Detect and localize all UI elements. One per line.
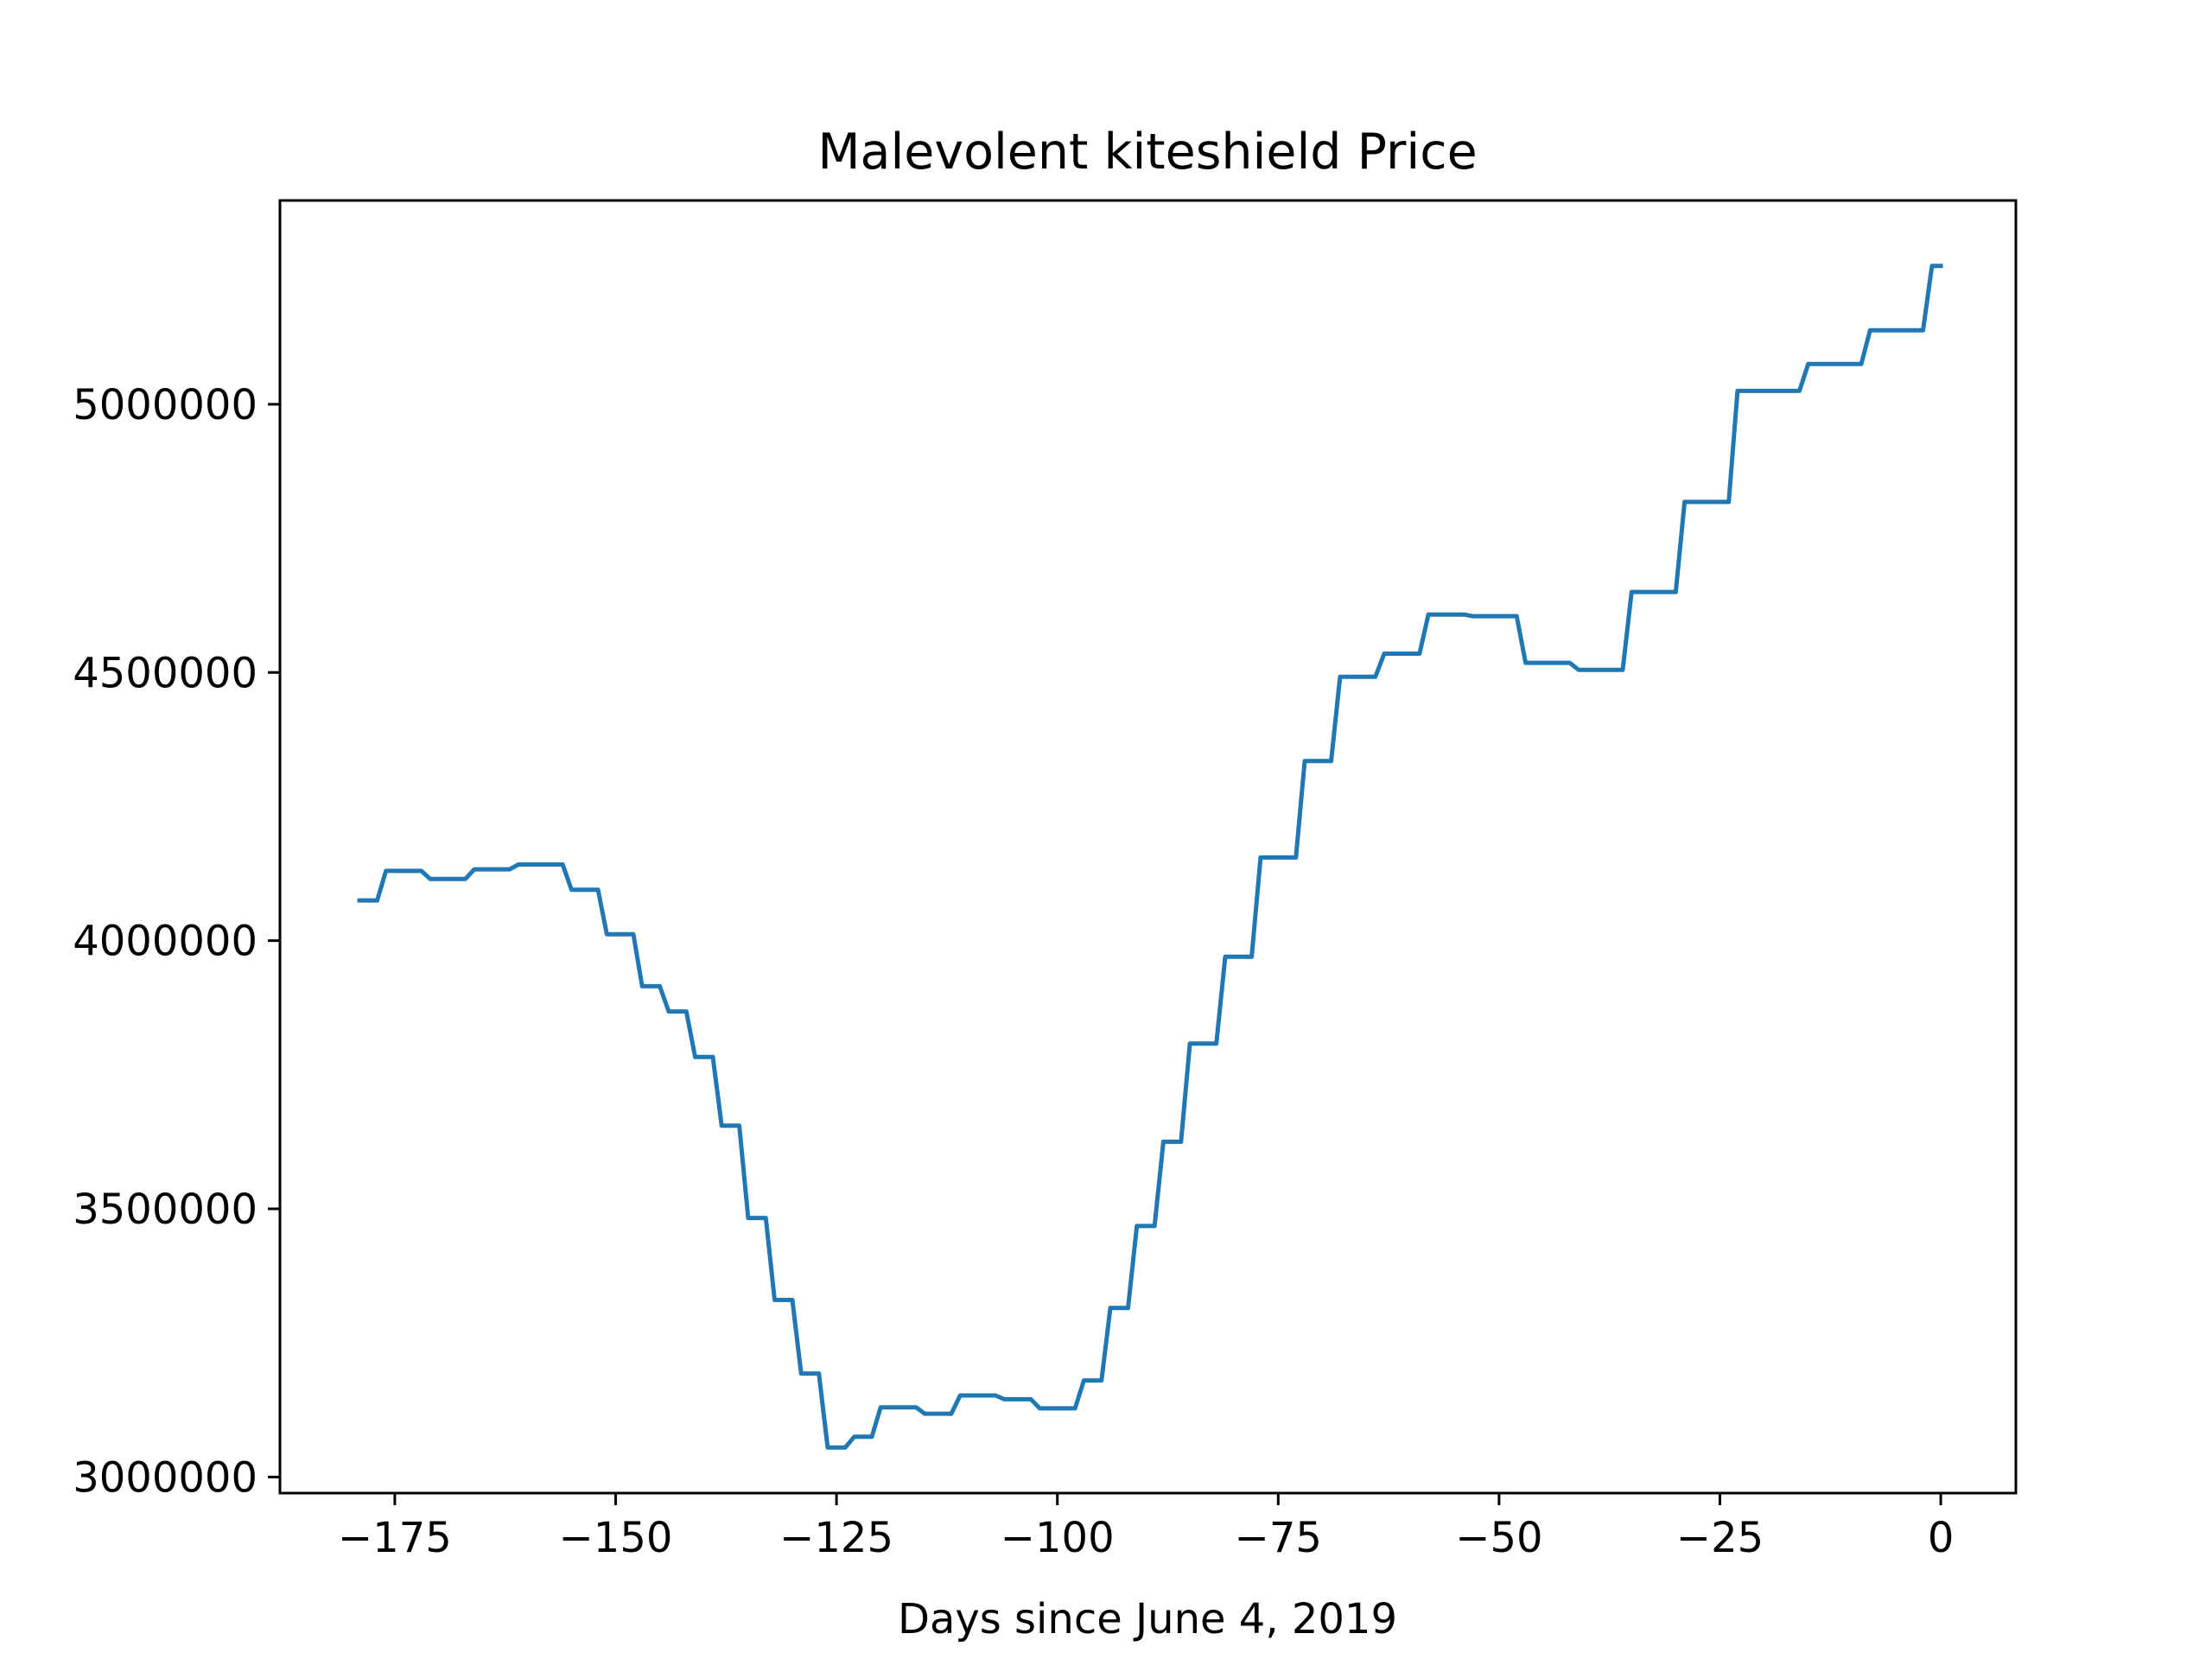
y-tick-label: 5000000 (73, 381, 257, 429)
x-tick-label: −25 (1676, 1514, 1764, 1562)
x-axis: −175 −150 −125 −100 −75 −50 −25 0 (338, 1493, 1954, 1562)
y-tick-label: 3000000 (73, 1453, 257, 1502)
y-axis: 3000000 3500000 4000000 4500000 5000000 (73, 381, 280, 1502)
y-tick-label: 4000000 (73, 918, 257, 966)
y-tick-label: 3500000 (73, 1185, 257, 1234)
x-tick-label: 0 (1928, 1514, 1955, 1562)
x-tick-label: −75 (1235, 1514, 1322, 1562)
chart-title: Malevolent kiteshield Price (817, 124, 1477, 181)
y-tick-label: 4500000 (73, 649, 257, 697)
x-tick-label: −150 (559, 1514, 673, 1562)
series-line-0 (357, 264, 1943, 1450)
x-axis-label: Days since June 4, 2019 (898, 1595, 1397, 1643)
x-tick-label: −175 (338, 1514, 452, 1562)
plot-area (357, 264, 1943, 1450)
x-tick-label: −100 (1001, 1514, 1115, 1562)
x-tick-label: −125 (779, 1514, 893, 1562)
plot-frame (278, 199, 2018, 1495)
x-tick-label: −50 (1455, 1514, 1542, 1562)
